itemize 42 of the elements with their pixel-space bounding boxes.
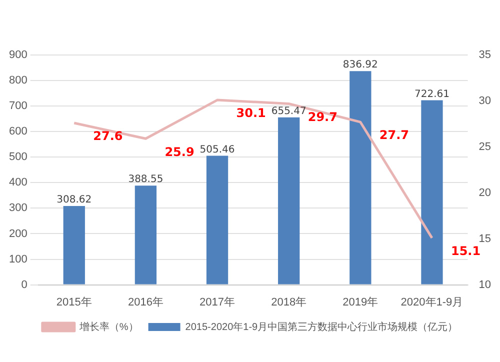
data-label: 27.7 bbox=[379, 128, 410, 142]
data-label: 15.1 bbox=[450, 244, 481, 258]
bar bbox=[134, 186, 157, 284]
y-tick-label: 300 bbox=[8, 202, 28, 214]
data-label: 722.61 bbox=[414, 88, 450, 100]
y2-tick-label: 35 bbox=[478, 49, 492, 62]
y-tick-label: 800 bbox=[8, 74, 28, 87]
y-tick-label: 600 bbox=[8, 126, 28, 138]
data-label: 29.7 bbox=[308, 110, 338, 124]
data-label: 308.62 bbox=[56, 194, 92, 206]
data-label: 388.55 bbox=[128, 174, 164, 186]
data-label: 27.6 bbox=[93, 129, 123, 144]
bar bbox=[206, 156, 228, 284]
y-tick-label: 100 bbox=[8, 253, 28, 266]
y-tick-label: 700 bbox=[8, 100, 28, 112]
y2-tick-label: 15 bbox=[478, 232, 492, 245]
y2-tick-label: 25 bbox=[478, 140, 492, 153]
y-tick-label: 0 bbox=[21, 278, 28, 291]
bar bbox=[278, 117, 300, 284]
bar bbox=[350, 71, 372, 284]
data-label: 836.92 bbox=[342, 60, 378, 71]
y2-tick-label: 30 bbox=[478, 94, 492, 107]
legend-label: 2015-2020年1-9月中国第三方数据中心行业市场规模（亿元） bbox=[185, 320, 458, 333]
y-tick-label: 200 bbox=[8, 228, 28, 240]
x-tick-label: 2017年 bbox=[200, 296, 236, 308]
x-tick-label: 2016年 bbox=[128, 296, 164, 308]
data-label: 655.47 bbox=[271, 106, 306, 118]
x-tick-label: 2020年1-9月 bbox=[400, 296, 464, 308]
y-tick-label: 500 bbox=[8, 151, 28, 164]
legend-label: 增长率（%） bbox=[78, 320, 138, 333]
y-tick-label: 900 bbox=[8, 49, 28, 62]
y2-tick-label: 10 bbox=[478, 278, 492, 291]
bar bbox=[63, 206, 85, 284]
data-label: 30.1 bbox=[236, 106, 266, 120]
data-label: 505.46 bbox=[200, 144, 235, 156]
x-tick-label: 2018年 bbox=[271, 296, 307, 308]
x-tick-label: 2015年 bbox=[56, 296, 92, 308]
x-tick-label: 2019年 bbox=[342, 296, 378, 308]
bar bbox=[421, 100, 443, 284]
y2-tick-label: 20 bbox=[478, 186, 492, 199]
data-label: 25.9 bbox=[164, 144, 194, 159]
y-tick-label: 400 bbox=[8, 176, 28, 189]
